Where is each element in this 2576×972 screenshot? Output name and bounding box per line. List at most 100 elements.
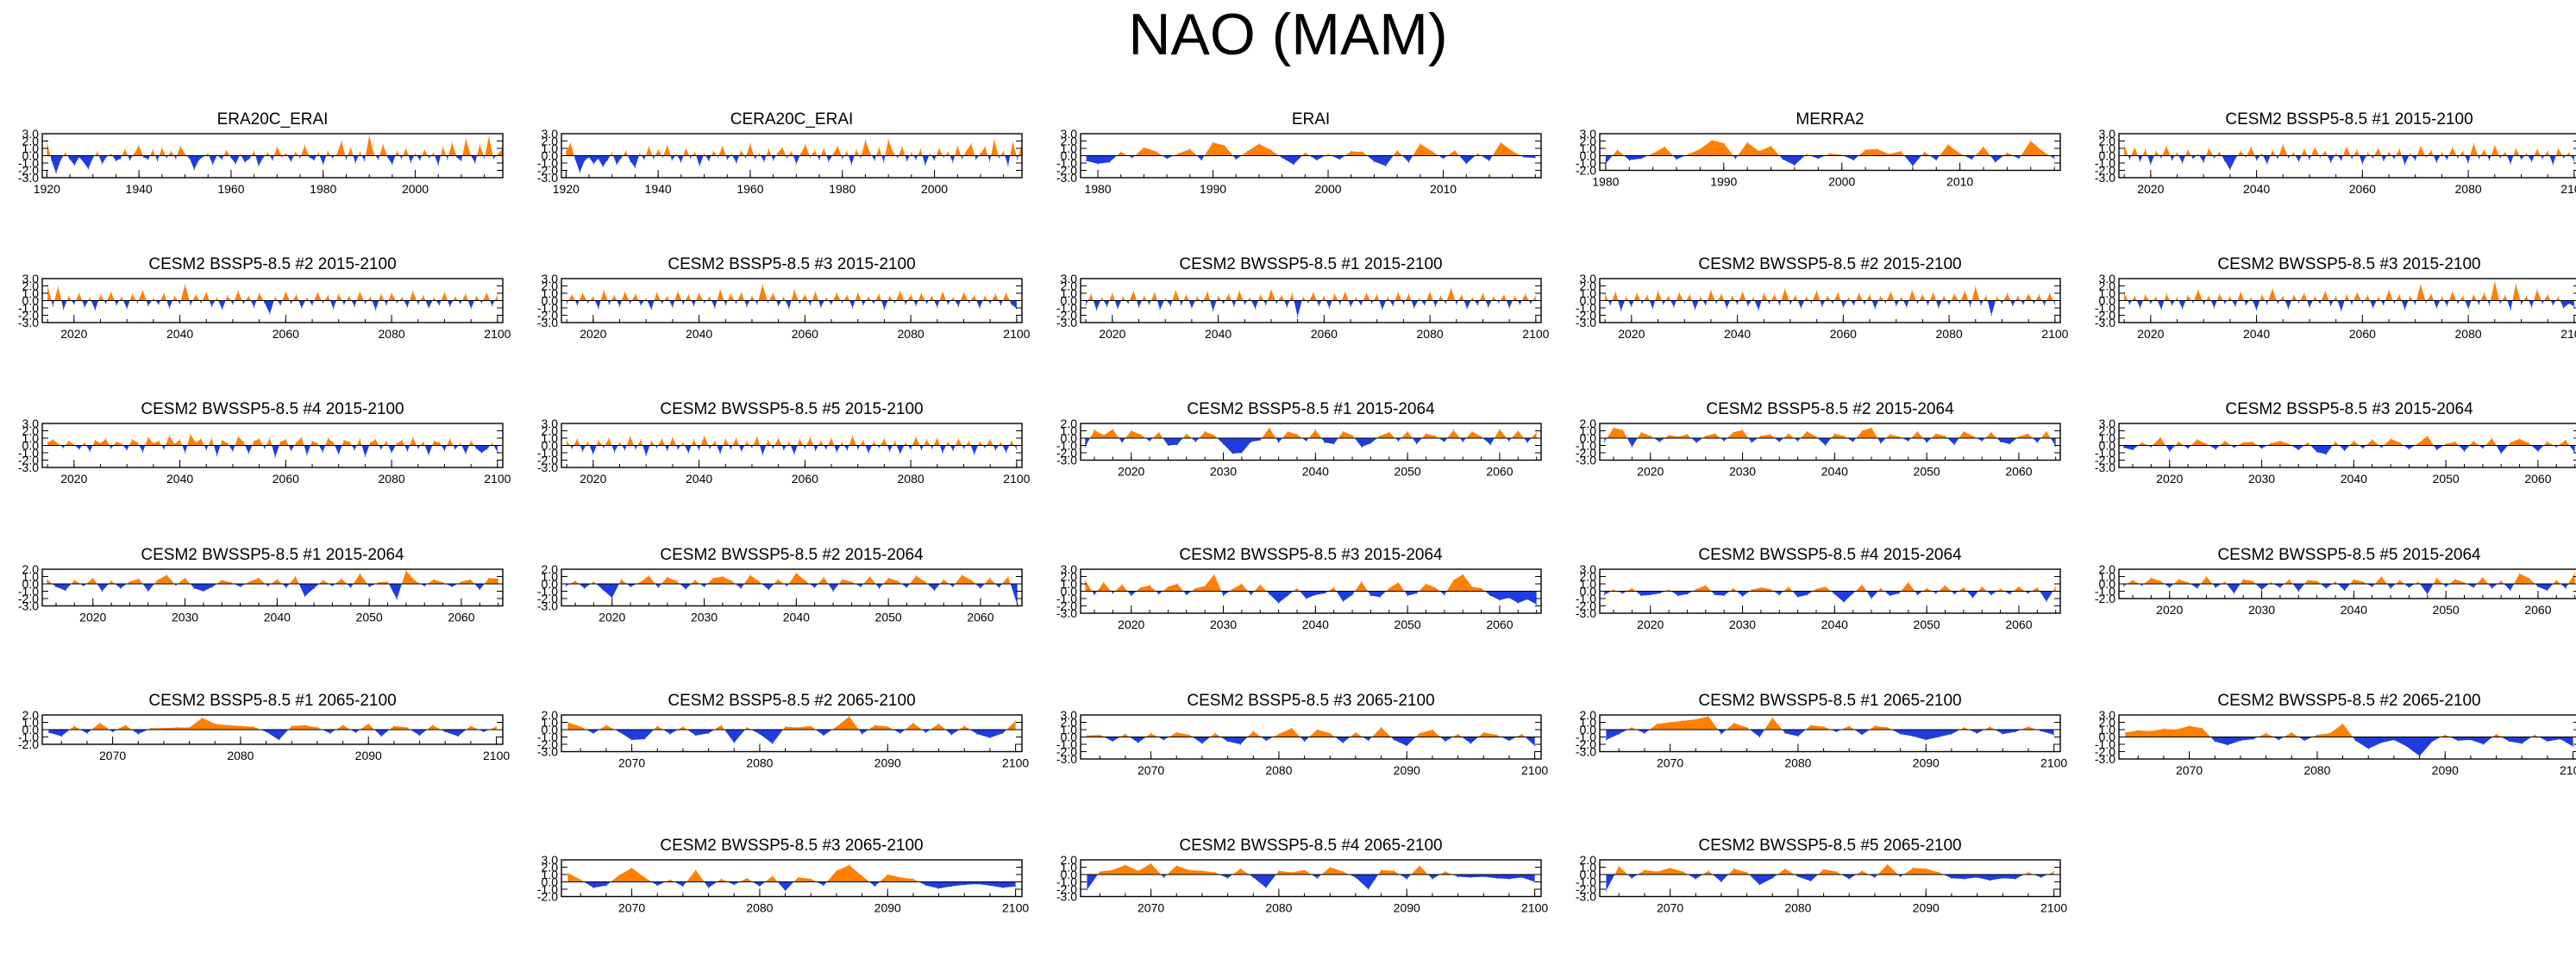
data-point xyxy=(193,169,195,171)
data-point xyxy=(470,308,472,310)
data-point xyxy=(1676,159,1677,160)
data-point xyxy=(364,303,367,304)
data-point xyxy=(667,449,668,452)
y-tick-label: -2.0 xyxy=(1576,309,1596,323)
x-tick-label: 2080 xyxy=(1936,327,1963,341)
data-point xyxy=(1788,586,1789,588)
data-point xyxy=(47,442,48,443)
y-tick-label: 2.0 xyxy=(1061,853,1078,867)
x-tick-label: 2020 xyxy=(1118,465,1144,479)
x-tick-label: 2020 xyxy=(60,472,87,486)
data-point xyxy=(931,295,933,297)
data-point xyxy=(1874,725,1876,727)
x-tick-label: 2050 xyxy=(356,611,383,624)
data-point xyxy=(2483,743,2485,745)
data-point xyxy=(110,580,112,582)
data-point xyxy=(2565,439,2567,442)
data-point xyxy=(166,157,167,159)
data-point xyxy=(396,302,398,304)
data-point xyxy=(2483,292,2485,294)
data-point xyxy=(1975,285,1977,287)
data-point xyxy=(438,304,440,306)
data-point xyxy=(793,290,795,292)
data-point xyxy=(797,726,799,729)
data-point xyxy=(947,151,950,153)
data-point xyxy=(2335,295,2337,297)
data-point xyxy=(2288,579,2291,580)
data-point xyxy=(442,581,444,583)
panel-title: CESM2 BWSSP5-8.5 #2 2065-2100 xyxy=(2217,692,2480,710)
data-point xyxy=(925,885,927,887)
data-point xyxy=(1723,142,1725,144)
data-point xyxy=(364,160,366,162)
nao-panel: CESM2 BWSSP5-8.5 #2 2015-20642.01.00.0-1… xyxy=(537,546,1023,624)
data-point xyxy=(2303,740,2305,742)
data-point xyxy=(216,154,218,156)
data-point xyxy=(207,153,209,154)
data-point xyxy=(2203,161,2204,163)
data-point xyxy=(488,577,490,579)
data-point xyxy=(598,158,599,160)
data-point xyxy=(1705,585,1707,586)
data-point xyxy=(1444,594,1445,596)
data-point xyxy=(878,587,881,589)
data-point xyxy=(2470,739,2472,741)
y-tick-label: 2.0 xyxy=(542,135,559,148)
data-point xyxy=(818,159,820,160)
data-point xyxy=(62,447,65,448)
data-point xyxy=(2242,579,2244,580)
data-point xyxy=(173,443,176,445)
data-point xyxy=(581,450,584,452)
data-point xyxy=(156,160,159,162)
data-point xyxy=(888,295,891,297)
x-tick-label: 2050 xyxy=(2433,472,2460,486)
data-point xyxy=(1293,164,1294,166)
data-point xyxy=(2504,151,2506,153)
x-tick-label: 2060 xyxy=(2524,472,2551,486)
data-point xyxy=(2155,150,2157,152)
data-point xyxy=(200,302,202,304)
data-point xyxy=(2378,147,2379,149)
y-tick-label: -1.0 xyxy=(1056,439,1077,453)
data-point xyxy=(78,292,80,294)
data-point xyxy=(682,726,684,728)
data-point xyxy=(2279,586,2281,588)
x-tick-label: 2040 xyxy=(2243,182,2270,196)
data-point xyxy=(724,304,726,306)
data-point xyxy=(1407,430,1408,432)
data-point xyxy=(1329,866,1331,869)
x-tick-label: 2080 xyxy=(2455,182,2482,196)
data-point xyxy=(1769,588,1771,590)
x-tick-label: 2040 xyxy=(1302,465,1329,479)
y-tick-label: -2.0 xyxy=(537,164,558,178)
data-point xyxy=(1901,296,1902,298)
data-point xyxy=(166,574,167,576)
data-point xyxy=(226,149,228,152)
data-point xyxy=(301,436,303,438)
data-point xyxy=(480,302,483,304)
data-point xyxy=(1369,595,1372,597)
data-point xyxy=(783,449,785,451)
data-point xyxy=(190,304,191,306)
x-tick-label: 1920 xyxy=(553,182,580,196)
data-point xyxy=(1618,866,1620,868)
data-point xyxy=(1985,294,1987,297)
data-point xyxy=(1720,881,1722,883)
data-point xyxy=(1419,865,1420,867)
x-tick-label: 2060 xyxy=(2524,603,2551,617)
data-point xyxy=(655,447,658,448)
data-point xyxy=(1302,296,1304,298)
data-point xyxy=(1278,602,1280,604)
y-tick-label: -1.0 xyxy=(18,731,39,744)
data-point xyxy=(1350,305,1351,307)
figure-title: NAO (MAM) xyxy=(1128,2,1448,67)
data-point xyxy=(2462,150,2464,152)
data-point xyxy=(2390,587,2391,589)
panel-title: CESM2 BWSSP5-8.5 #5 2015-2064 xyxy=(2217,546,2481,564)
data-point xyxy=(2150,446,2152,448)
data-point xyxy=(350,586,352,588)
data-point xyxy=(860,157,862,159)
data-point xyxy=(720,878,723,880)
data-point xyxy=(825,448,827,450)
data-point xyxy=(2420,284,2422,285)
